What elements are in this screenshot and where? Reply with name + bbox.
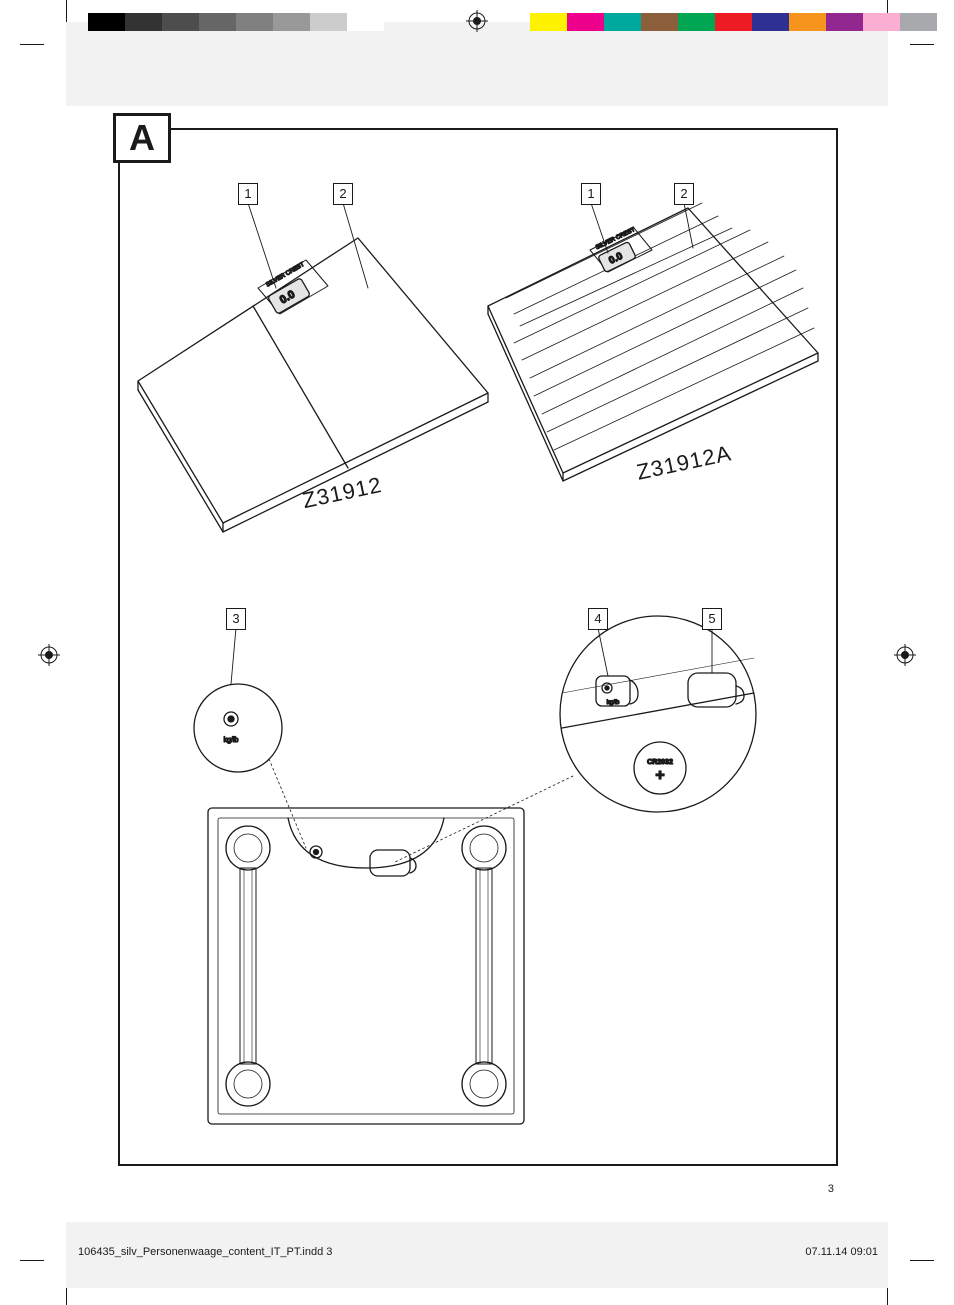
callout-1-right: 1 <box>581 183 601 205</box>
swatch <box>125 13 162 31</box>
callout-3: 3 <box>226 608 246 630</box>
print-margin-band <box>66 22 888 106</box>
swatch <box>789 13 826 31</box>
registration-mark-icon <box>38 644 60 666</box>
page-number: 3 <box>828 1183 834 1195</box>
swatch <box>678 13 715 31</box>
swatch <box>567 13 604 31</box>
swatch <box>752 13 789 31</box>
callout-5: 5 <box>702 608 722 630</box>
swatch <box>199 13 236 31</box>
crop-mark <box>20 44 44 45</box>
swatch <box>273 13 310 31</box>
registration-mark-icon <box>466 10 488 32</box>
crop-mark <box>66 0 67 24</box>
swatch <box>604 13 641 31</box>
footer-filename: 106435_silv_Personenwaage_content_IT_PT.… <box>78 1246 332 1258</box>
callout-2-right: 2 <box>674 183 694 205</box>
callout-2-left: 2 <box>333 183 353 205</box>
callout-4: 4 <box>588 608 608 630</box>
swatch <box>347 13 384 31</box>
swatch <box>236 13 273 31</box>
panel-label: A <box>113 113 171 163</box>
swatch <box>863 13 900 31</box>
swatch <box>641 13 678 31</box>
swatch <box>937 13 954 31</box>
swatch <box>530 13 567 31</box>
swatch <box>162 13 199 31</box>
crop-mark <box>20 1260 44 1261</box>
crop-mark <box>910 44 934 45</box>
swatch <box>900 13 937 31</box>
registration-mark-icon <box>894 644 916 666</box>
crop-mark <box>910 1260 934 1261</box>
swatch <box>88 13 125 31</box>
footer-datetime: 07.11.14 09:01 <box>805 1246 878 1258</box>
swatch <box>715 13 752 31</box>
color-calibration-bar <box>530 13 954 31</box>
swatch <box>826 13 863 31</box>
swatch <box>310 13 347 31</box>
callout-1-left: 1 <box>238 183 258 205</box>
gray-calibration-bar <box>88 13 384 31</box>
diagram-frame <box>118 128 838 1166</box>
